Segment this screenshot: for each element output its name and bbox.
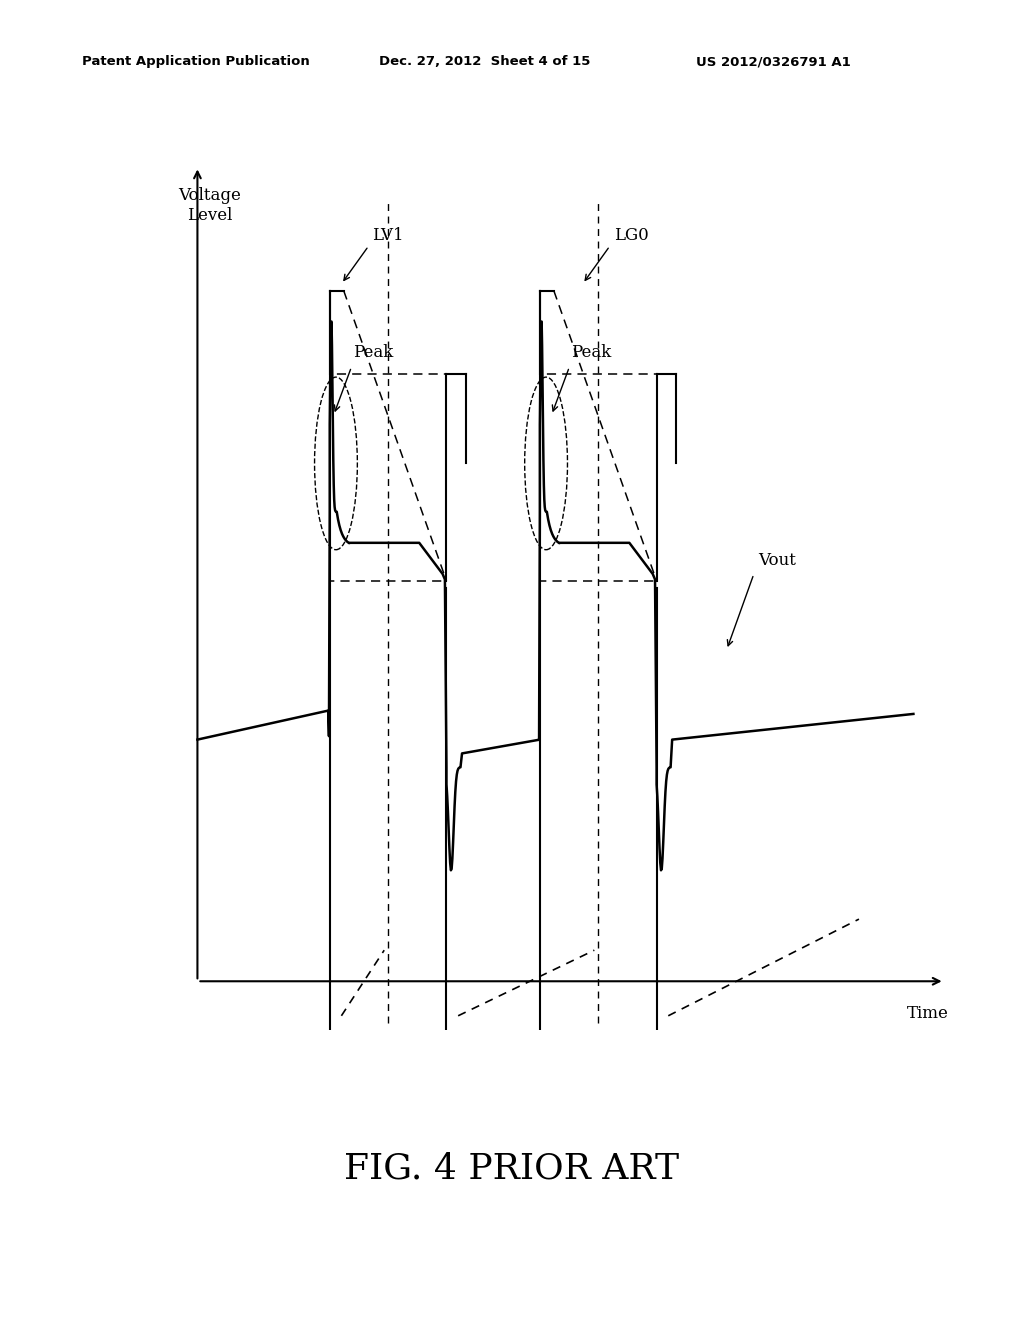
Text: Patent Application Publication: Patent Application Publication	[82, 55, 309, 69]
Text: Peak: Peak	[571, 345, 611, 362]
Text: LG0: LG0	[613, 227, 648, 244]
Text: Vout: Vout	[758, 552, 796, 569]
Text: Peak: Peak	[353, 345, 393, 362]
Text: Dec. 27, 2012  Sheet 4 of 15: Dec. 27, 2012 Sheet 4 of 15	[379, 55, 590, 69]
Text: LV1: LV1	[373, 227, 404, 244]
Text: FIG. 4 PRIOR ART: FIG. 4 PRIOR ART	[344, 1151, 680, 1185]
Text: US 2012/0326791 A1: US 2012/0326791 A1	[696, 55, 851, 69]
Text: Time: Time	[906, 1006, 948, 1023]
Text: Voltage
Level: Voltage Level	[178, 187, 241, 224]
